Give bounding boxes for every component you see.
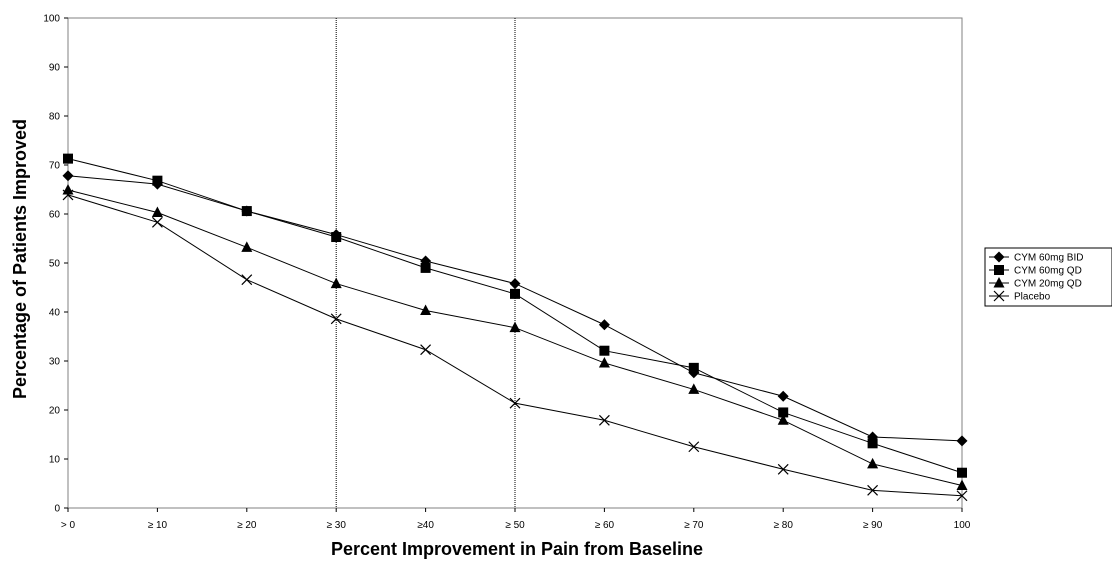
x-axis-title: Percent Improvement in Pain from Baselin… [331,539,703,559]
data-point [330,277,342,289]
data-point [598,414,610,426]
series-4 [62,189,968,502]
y-tick-label: 40 [49,308,61,319]
data-point [330,313,342,325]
series-line [67,158,963,474]
data-point [151,206,163,218]
y-tick-label: 20 [49,406,61,417]
legend-label: CYM 20mg QD [1014,279,1082,290]
legend-item: CYM 20mg QD [989,277,1082,290]
data-point [957,467,967,478]
y-tick-label: 80 [49,112,61,123]
x-tick-label: 100 [954,520,971,531]
data-point [62,170,74,182]
data-point [510,288,520,299]
data-point [598,319,610,331]
data-point [598,356,610,368]
x-tick-label: ≥ 60 [595,520,615,531]
legend: CYM 60mg BID CYM 60mg QD CYM 20mg QD Placeb… [984,247,1112,307]
y-axis-title: Percentage of Patients Improved [10,119,30,399]
data-point [509,397,521,409]
data-point [151,216,163,228]
data-point [241,206,252,217]
data-point [509,321,521,333]
x-tick-label: ≥ 70 [684,520,704,531]
y-axis-ticks: 0 10 20 30 40 50 60 70 80 90 100 [43,14,68,515]
data-point [152,175,163,186]
data-point [956,479,968,490]
x-tick-label: ≥ 80 [774,520,794,531]
data-point [867,438,878,449]
data-point [688,383,700,394]
data-point [956,490,968,502]
y-tick-label: 10 [49,455,61,466]
legend-label: CYM 60mg QD [1014,266,1082,277]
series-layer [62,153,968,502]
x-tick-label: ≥ 30 [327,520,347,531]
legend-marker [993,251,1005,263]
data-point [62,183,74,195]
data-point [688,362,699,373]
legend-marker [994,265,1004,275]
x-tick-label: > 0 [61,520,76,531]
y-tick-label: 70 [49,161,61,172]
data-point [63,153,73,164]
legend-marker [993,277,1005,288]
data-point [599,345,610,356]
data-point [778,407,789,418]
x-tick-label: ≥ 20 [237,520,257,531]
y-tick-label: 30 [49,357,61,368]
legend-label: CYM 60mg BID [1014,253,1083,264]
data-point [62,189,74,201]
data-point [509,278,521,290]
data-point [688,441,700,453]
y-tick-label: 100 [43,14,60,25]
data-point [956,435,968,447]
plot-area [67,17,963,509]
legend-marker [993,290,1005,302]
legend-label: Placebo [1014,292,1051,303]
y-tick-label: 0 [54,504,60,515]
legend-item: CYM 60mg BID [989,251,1083,264]
data-point [867,484,879,496]
x-tick-label: ≥40 [417,520,434,531]
legend-item: CYM 60mg QD [989,265,1082,277]
x-tick-label: ≥ 90 [863,520,883,531]
y-tick-label: 90 [49,63,61,74]
y-tick-label: 50 [49,259,61,270]
x-tick-label: ≥ 50 [505,520,525,531]
data-point [331,232,342,243]
data-point [867,457,879,469]
data-point [777,390,789,402]
data-point [777,463,789,475]
series-2 [63,153,967,478]
data-point [420,262,431,273]
data-point [420,344,432,356]
x-axis-ticks: > 0 ≥ 10 ≥ 20 ≥ 30 ≥40 ≥ 50 ≥ 60 ≥ 70 ≥ 80 ≥ 90 10… [61,508,971,531]
data-point [241,274,253,286]
x-tick-label: ≥ 10 [148,520,168,531]
y-tick-label: 60 [49,210,61,221]
data-point [241,241,253,252]
data-point [777,414,789,425]
data-point [420,304,432,316]
legend-item: Placebo [989,290,1051,303]
